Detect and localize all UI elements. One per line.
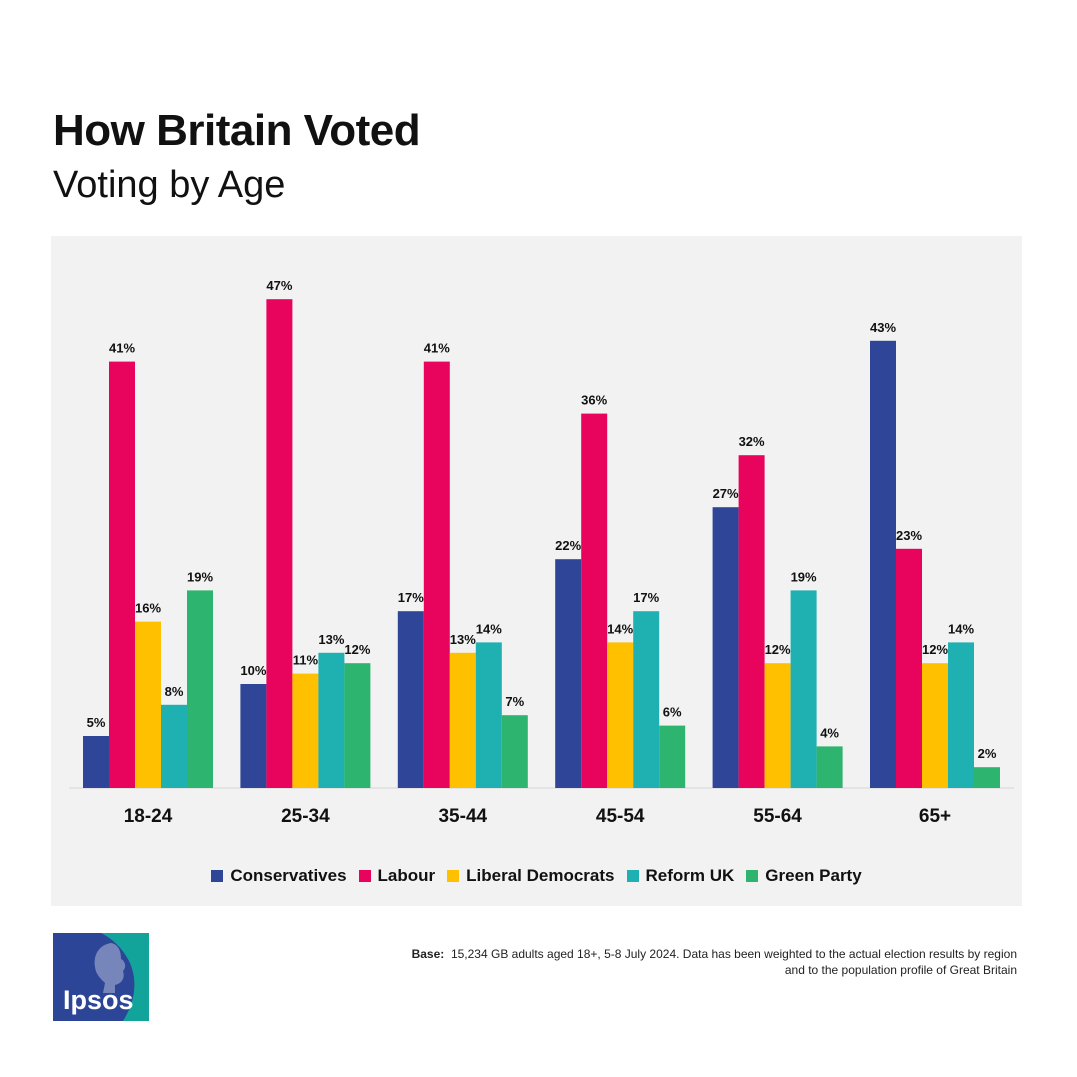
logo-text: Ipsos	[63, 985, 134, 1015]
base-line-2: and to the population profile of Great B…	[784, 963, 1017, 977]
bar-liberal-democrats-18-24	[135, 621, 161, 788]
bar-chart: 5%41%16%8%19%18-2410%47%11%13%12%25-3417…	[69, 278, 1014, 827]
legend-label-labour: Labour	[377, 866, 436, 885]
legend-item-green-party: Green Party	[746, 866, 862, 886]
legend-label-reform-uk: Reform UK	[645, 866, 735, 885]
data-label-reform-uk-45-54: 17%	[633, 590, 659, 605]
data-label-green-party-25-34: 12%	[344, 642, 370, 657]
data-label-liberal-democrats-55-64: 12%	[765, 642, 791, 657]
bar-liberal-democrats-55-64	[764, 663, 791, 788]
data-label-green-party-35-44: 7%	[505, 694, 524, 709]
data-label-conservatives-25-34: 10%	[240, 663, 266, 678]
bar-green-party-65	[974, 767, 1000, 788]
data-label-liberal-democrats-35-44: 13%	[450, 632, 476, 647]
data-label-liberal-democrats-45-54: 14%	[607, 621, 633, 636]
bar-labour-55-64	[738, 455, 765, 788]
chart-legend: Conservatives Labour Liberal Democrats Refo…	[51, 866, 1022, 886]
bar-green-party-35-44	[501, 715, 528, 788]
data-label-reform-uk-65: 14%	[948, 621, 974, 636]
bar-conservatives-18-24	[83, 736, 109, 788]
data-label-green-party-18-24: 19%	[187, 569, 213, 584]
bar-labour-25-34	[266, 299, 293, 788]
x-tick-label-18-24: 18-24	[124, 806, 173, 827]
data-label-conservatives-55-64: 27%	[713, 486, 739, 501]
ipsos-logo: Ipsos	[53, 933, 149, 1021]
bar-liberal-democrats-65	[922, 663, 948, 788]
x-tick-label-35-44: 35-44	[438, 806, 487, 827]
base-note: Base: 15,234 GB adults aged 18+, 5-8 Jul…	[337, 946, 1017, 978]
bar-labour-65	[896, 548, 922, 788]
data-label-green-party-45-54: 6%	[663, 705, 682, 720]
legend-swatch-reform-uk	[626, 870, 639, 882]
legend-label-liberal-democrats: Liberal Democrats	[466, 866, 615, 885]
bar-reform-uk-25-34	[318, 652, 345, 788]
x-tick-label-55-64: 55-64	[753, 806, 802, 827]
bar-green-party-18-24	[187, 590, 213, 788]
bar-conservatives-35-44	[397, 611, 424, 788]
data-label-conservatives-65: 43%	[870, 320, 896, 335]
bar-liberal-democrats-35-44	[449, 652, 476, 788]
base-label: Base:	[411, 947, 445, 961]
legend-swatch-liberal-democrats	[447, 870, 460, 882]
bar-liberal-democrats-25-34	[292, 673, 319, 788]
data-label-liberal-democrats-18-24: 16%	[135, 601, 161, 616]
data-label-conservatives-35-44: 17%	[398, 590, 424, 605]
bar-labour-45-54	[581, 413, 608, 788]
bar-conservatives-55-64	[712, 507, 739, 788]
bar-green-party-25-34	[344, 663, 371, 788]
data-label-reform-uk-55-64: 19%	[791, 569, 817, 584]
bar-reform-uk-18-24	[161, 704, 187, 788]
legend-swatch-green-party	[746, 870, 759, 882]
data-label-reform-uk-25-34: 13%	[318, 632, 344, 647]
data-label-labour-18-24: 41%	[109, 341, 135, 356]
data-label-reform-uk-18-24: 8%	[165, 684, 184, 699]
data-label-labour-55-64: 32%	[739, 434, 765, 449]
base-line-1: 15,234 GB adults aged 18+, 5-8 July 2024…	[450, 947, 1017, 961]
legend-label-conservatives: Conservatives	[230, 866, 347, 885]
data-label-green-party-55-64: 4%	[820, 725, 839, 740]
x-tick-label-45-54: 45-54	[596, 806, 645, 827]
bar-reform-uk-55-64	[790, 590, 817, 788]
data-label-green-party-65: 2%	[978, 746, 997, 761]
bar-liberal-democrats-45-54	[607, 642, 634, 788]
bar-reform-uk-35-44	[475, 642, 502, 788]
bar-conservatives-25-34	[240, 684, 267, 788]
data-label-labour-25-34: 47%	[266, 278, 292, 293]
data-label-labour-35-44: 41%	[424, 341, 450, 356]
legend-label-green-party: Green Party	[765, 866, 862, 885]
data-label-liberal-democrats-25-34: 11%	[293, 653, 319, 668]
bar-labour-35-44	[423, 361, 450, 788]
bar-green-party-45-54	[659, 725, 686, 788]
x-tick-label-25-34: 25-34	[281, 806, 330, 827]
legend-swatch-conservatives	[211, 870, 224, 882]
bar-labour-18-24	[109, 361, 135, 788]
x-tick-label-65: 65+	[919, 806, 951, 827]
legend-item-conservatives: Conservatives	[211, 866, 347, 886]
bar-reform-uk-45-54	[633, 611, 660, 788]
chart-panel: 5% 41% 16% 8% 19% 18-24 10% 47% 11% 13% 12% 25-34 17…	[51, 236, 1022, 906]
bar-green-party-55-64	[816, 746, 843, 788]
data-label-conservatives-18-24: 5%	[87, 715, 106, 730]
data-label-labour-65: 23%	[896, 528, 922, 543]
data-label-liberal-democrats-65: 12%	[922, 642, 948, 657]
data-label-reform-uk-35-44: 14%	[476, 621, 502, 636]
chart-subtitle: Voting by Age	[53, 164, 286, 206]
data-label-conservatives-45-54: 22%	[555, 538, 581, 553]
legend-item-reform-uk: Reform UK	[626, 866, 735, 886]
legend-swatch-labour	[358, 870, 371, 882]
bar-conservatives-45-54	[555, 559, 582, 788]
data-label-labour-45-54: 36%	[581, 393, 607, 408]
bar-conservatives-65	[870, 340, 896, 788]
legend-item-liberal-democrats: Liberal Democrats	[447, 866, 615, 886]
chart-title: How Britain Voted	[53, 106, 421, 155]
bar-reform-uk-65	[948, 642, 974, 788]
legend-item-labour: Labour	[358, 866, 436, 886]
